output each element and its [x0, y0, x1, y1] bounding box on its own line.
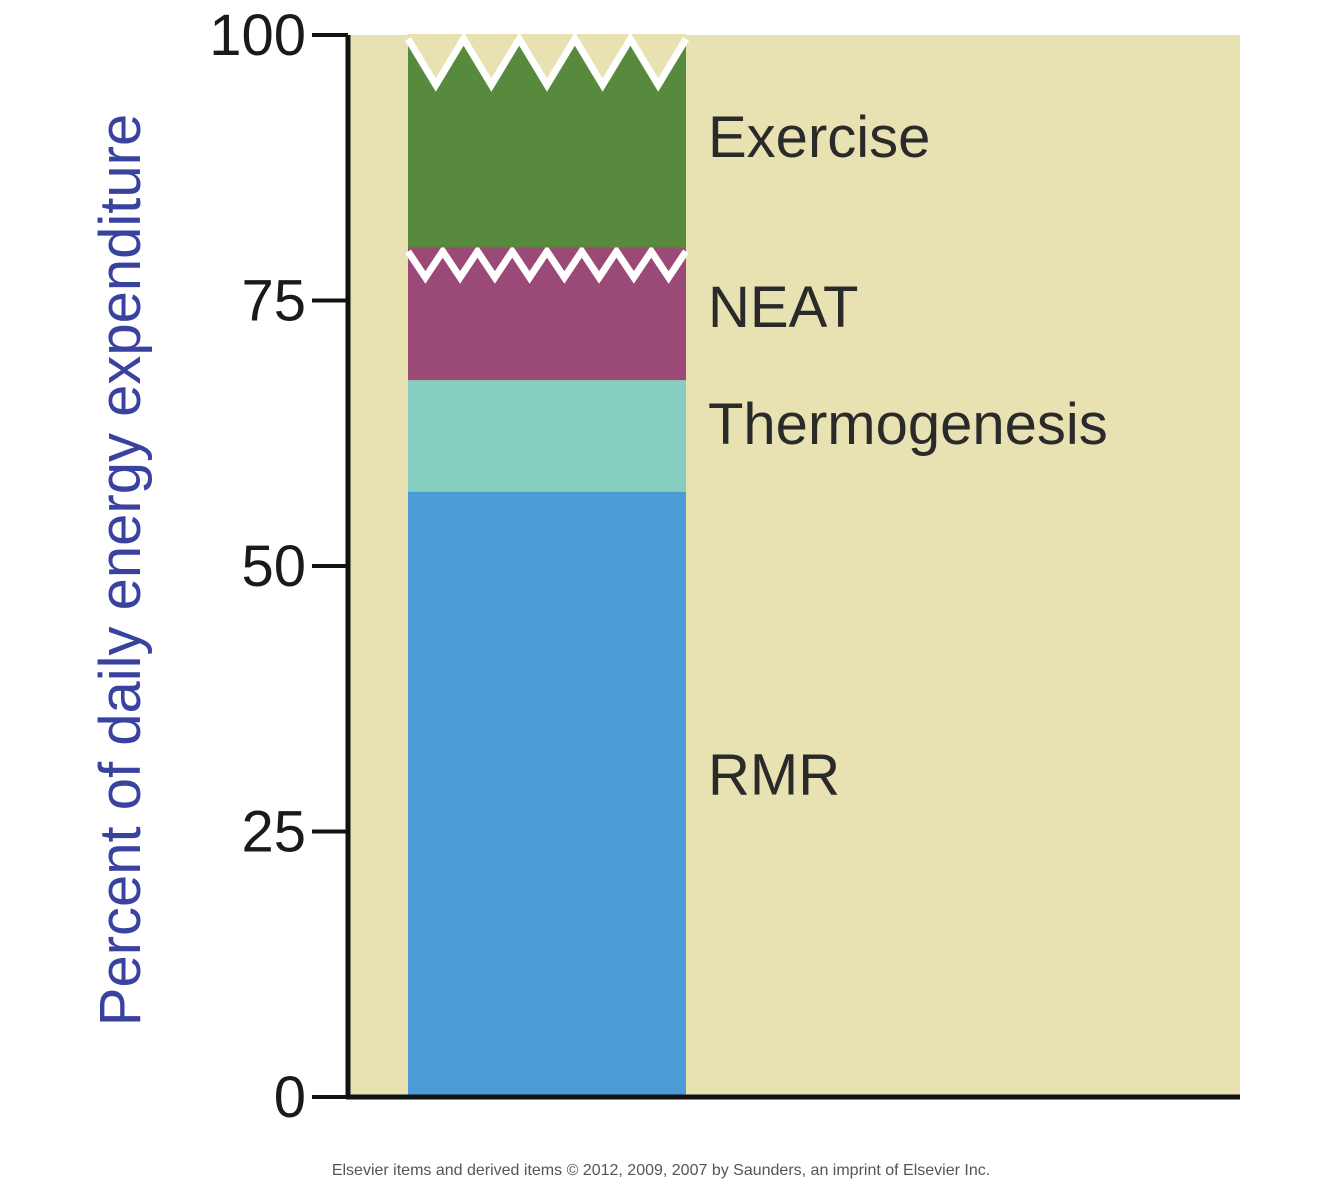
y-tick-label-25: 25	[241, 800, 306, 865]
segment-label-thermogenesis: Thermogenesis	[708, 392, 1108, 457]
y-tick-label-100: 100	[209, 3, 306, 68]
y-tick-label-50: 50	[241, 534, 306, 599]
y-tick-label-75: 75	[241, 269, 306, 334]
segment-label-rmr: RMR	[708, 742, 840, 807]
segment-labels: RMR Thermogenesis NEAT Exercise	[708, 105, 1108, 807]
break-fill-neat	[408, 246, 686, 278]
y-ticks: 0 25 50 75 100	[209, 3, 348, 1130]
segment-label-exercise: Exercise	[708, 105, 930, 170]
break-fill-exercise	[408, 34, 686, 85]
y-axis-label: Percent of daily energy expenditure	[88, 114, 153, 1026]
copyright-notice: Elsevier items and derived items © 2012,…	[331, 1162, 991, 1179]
bar-segment-rmr	[408, 491, 686, 1097]
break-mark-neat	[405, 245, 689, 284]
break-mark-exercise	[405, 32, 689, 92]
stacked-bar	[405, 32, 689, 1097]
bar-segment-thermogenesis	[408, 380, 686, 492]
y-tick-label-0: 0	[274, 1065, 306, 1130]
segment-label-neat: NEAT	[708, 275, 858, 340]
